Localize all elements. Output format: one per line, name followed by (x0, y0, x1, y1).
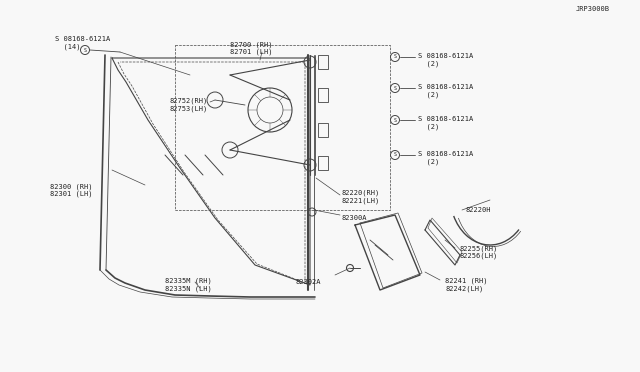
Text: S: S (84, 48, 86, 52)
Text: 82241 (RH)
82242(LH): 82241 (RH) 82242(LH) (445, 278, 488, 292)
Text: S 08168-6121A
  (2): S 08168-6121A (2) (418, 84, 473, 98)
Bar (318, 123, 328, 137)
Text: S: S (394, 118, 396, 122)
Text: 82300A: 82300A (342, 215, 367, 221)
Bar (318, 156, 328, 170)
Text: S: S (394, 153, 396, 157)
Text: JRP3000B: JRP3000B (576, 6, 610, 12)
Text: S 08168-6121A
  (2): S 08168-6121A (2) (418, 53, 473, 67)
Text: 82300 (RH)
82301 (LH): 82300 (RH) 82301 (LH) (50, 183, 93, 197)
Bar (318, 55, 328, 69)
Text: 82220H: 82220H (465, 207, 490, 213)
Text: S 08168-6121A
  (14): S 08168-6121A (14) (55, 36, 110, 50)
Text: S: S (394, 55, 396, 60)
Text: 82302A: 82302A (295, 279, 321, 285)
Text: 82255(RH)
82256(LH): 82255(RH) 82256(LH) (460, 245, 499, 259)
Text: S 08168-6121A
  (2): S 08168-6121A (2) (418, 116, 473, 130)
Text: 82752(RH)
82753(LH): 82752(RH) 82753(LH) (170, 98, 208, 112)
Text: 82700 (RH)
82701 (LH): 82700 (RH) 82701 (LH) (230, 41, 273, 55)
Text: 82220(RH)
82221(LH): 82220(RH) 82221(LH) (342, 190, 380, 204)
Text: 82335M (RH)
82335N (LH): 82335M (RH) 82335N (LH) (165, 278, 212, 292)
Text: S: S (394, 86, 396, 90)
Text: S 08168-6121A
  (2): S 08168-6121A (2) (418, 151, 473, 165)
Bar (318, 88, 328, 102)
